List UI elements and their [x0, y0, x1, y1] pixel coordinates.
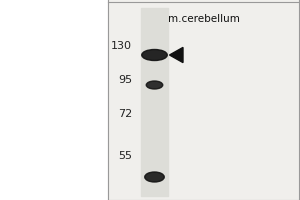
Polygon shape — [169, 47, 183, 63]
Ellipse shape — [142, 49, 167, 60]
FancyBboxPatch shape — [141, 8, 168, 196]
FancyBboxPatch shape — [108, 0, 300, 200]
Ellipse shape — [146, 81, 163, 89]
Text: 55: 55 — [118, 151, 132, 161]
Text: 72: 72 — [118, 109, 132, 119]
Text: 95: 95 — [118, 75, 132, 85]
Ellipse shape — [145, 172, 164, 182]
Text: 130: 130 — [111, 41, 132, 51]
Text: m.cerebellum: m.cerebellum — [168, 14, 240, 24]
